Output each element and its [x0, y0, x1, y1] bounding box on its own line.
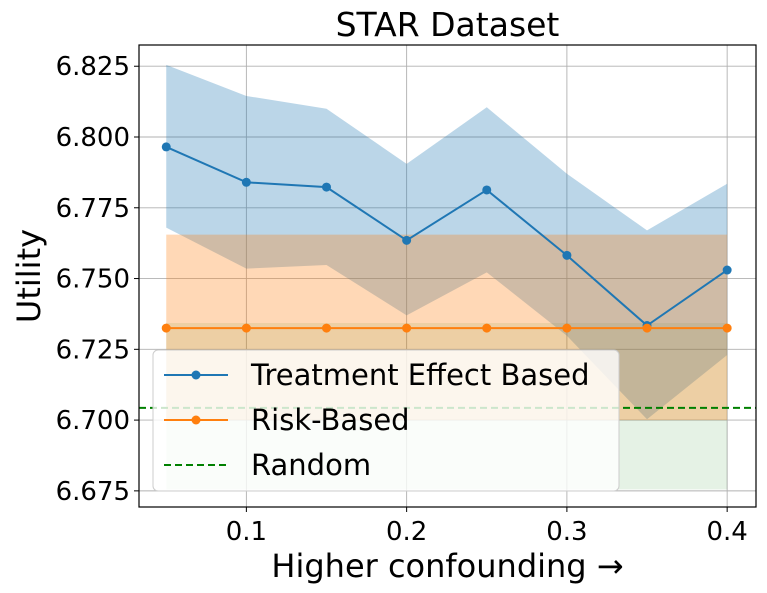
treatment-effect-point — [322, 182, 332, 192]
plot-frame — [138, 44, 757, 508]
risk-based-point — [322, 323, 332, 333]
legend-box — [152, 349, 620, 492]
treatment-effect-line — [165, 145, 728, 327]
risk-based-point — [241, 323, 251, 333]
legend-treatment-effect-marker — [191, 370, 201, 380]
y-tick-label: 6.750 — [56, 265, 130, 295]
risk-based-point — [161, 323, 171, 333]
treatment-effect-point — [562, 250, 572, 260]
x-tick-label: 0.3 — [546, 517, 587, 547]
x-tick-label: 0.2 — [386, 517, 427, 547]
risk-based-point — [722, 323, 732, 333]
treatment-effect-point — [482, 185, 492, 195]
y-axis-label: Utility — [10, 229, 48, 323]
treatment-effect-point — [722, 265, 732, 275]
x-axis-label: Higher confounding → — [271, 547, 623, 585]
legend-treatment-effect-label: Treatment Effect Based — [250, 358, 589, 392]
y-tick-label: 6.775 — [56, 194, 130, 224]
series-markers — [161, 142, 732, 333]
risk-based-point — [562, 323, 572, 333]
treatment-effect-point — [241, 177, 251, 187]
treatment-effect-band — [166, 64, 728, 420]
y-tick-label: 6.675 — [56, 477, 130, 507]
x-tick-label: 0.4 — [706, 517, 747, 547]
x-axis-ticks: 0.1 0.2 0.3 0.4 — [226, 507, 748, 547]
legend-random-label: Random — [251, 448, 371, 482]
treatment-effect-point — [402, 235, 412, 245]
y-axis-ticks: 6.675 6.700 6.725 6.750 6.775 6.800 6.825 — [56, 52, 139, 507]
y-tick-label: 6.825 — [56, 52, 130, 82]
treatment-effect-point — [161, 142, 171, 152]
y-tick-label: 6.725 — [56, 335, 130, 365]
risk-based-point — [642, 323, 652, 333]
chart-title: STAR Dataset — [336, 5, 560, 44]
y-tick-label: 6.800 — [56, 123, 130, 153]
legend-risk-based-label: Risk-Based — [251, 403, 410, 437]
x-tick-label: 0.1 — [226, 517, 267, 547]
grid — [139, 45, 756, 507]
risk-based-point — [482, 323, 492, 333]
risk-based-point — [402, 323, 412, 333]
y-tick-label: 6.700 — [56, 406, 130, 436]
legend: Treatment Effect Based Risk-Based Random — [152, 349, 620, 492]
legend-risk-based-marker — [191, 415, 201, 425]
